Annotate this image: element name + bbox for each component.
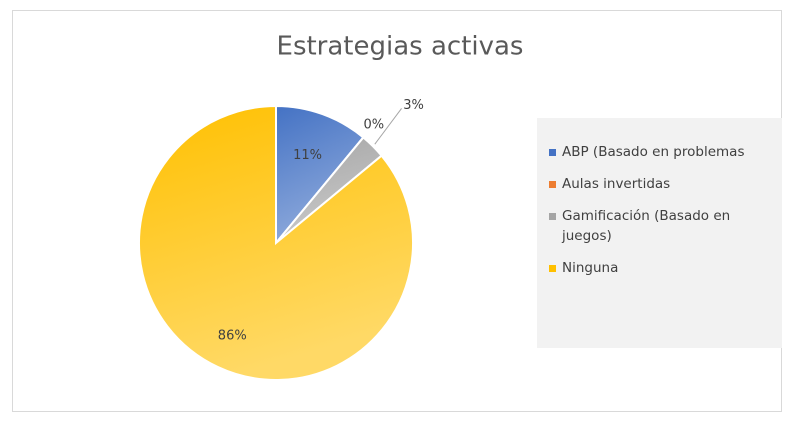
data-label: 3% [403,98,424,113]
legend-label: Aulas invertidas [562,176,671,192]
legend-label: Ninguna [562,260,619,276]
legend-label: Gamificación (Basado en juegos) [562,208,731,244]
data-label: 0% [363,117,384,132]
legend-swatch [549,149,556,156]
data-label: 11% [293,148,322,163]
leader-line [374,108,402,145]
chart-title: Estrategias activas [277,32,524,62]
legend-item: Aulas invertidas [549,174,772,194]
legend: ABP (Basado en problemas Aulas invertidas… [537,118,782,348]
legend-item: ABP (Basado en problemas [549,142,772,162]
legend-item: Gamificación (Basado en juegos) [549,206,772,246]
legend-label: ABP (Basado en problemas [562,144,745,160]
legend-item: Ninguna [549,258,772,278]
legend-swatch [549,213,556,220]
data-label: 86% [218,328,247,343]
pie-slice [138,104,414,381]
legend-swatch [549,265,556,272]
pie-slice [275,104,365,246]
legend-swatch [549,181,556,188]
